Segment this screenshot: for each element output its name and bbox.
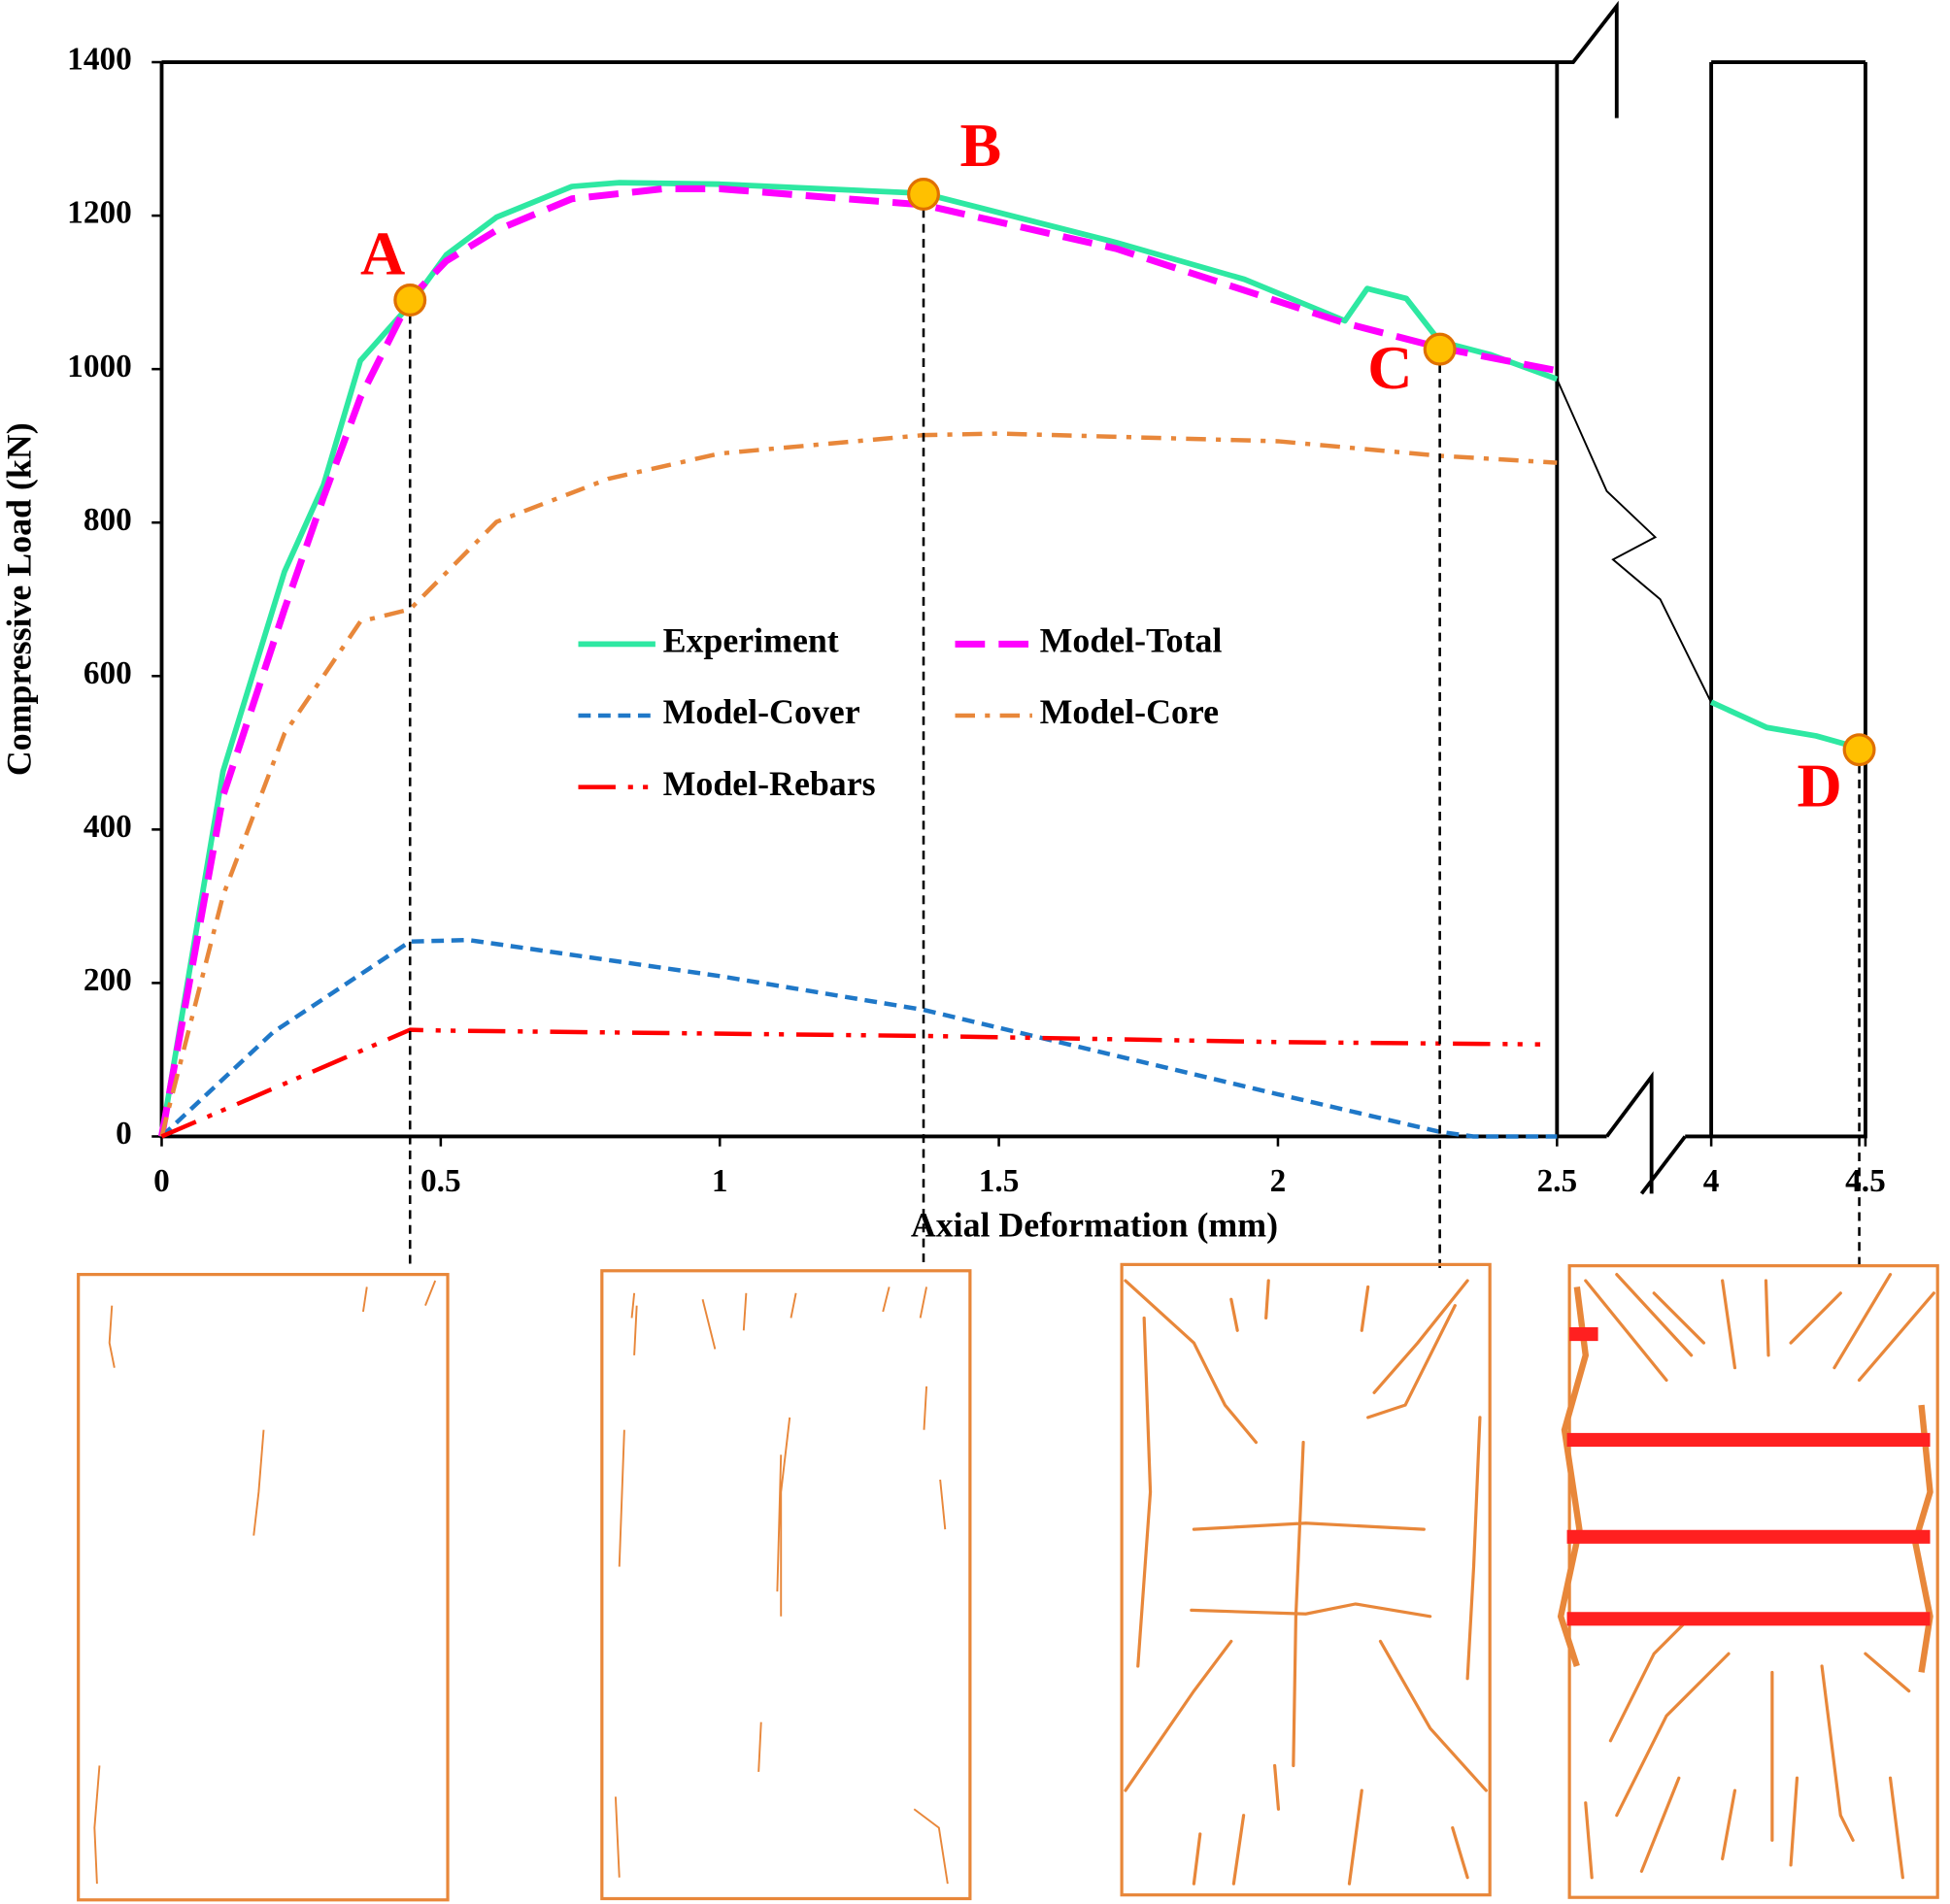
series-line — [158, 184, 1559, 1138]
panel-b — [600, 1269, 972, 1901]
point-label: B — [960, 111, 1002, 180]
series-line — [160, 1027, 1541, 1139]
y-tick-label: 0 — [116, 1116, 132, 1152]
y-tick-label: 1200 — [67, 195, 132, 231]
x-tick-label: 4 — [1703, 1163, 1720, 1199]
key-point — [1842, 733, 1876, 767]
y-tick-label: 400 — [84, 809, 132, 845]
cracks-d — [1584, 1273, 1935, 1880]
series-line — [159, 937, 1558, 1139]
legend-label: Model-Total — [1040, 621, 1223, 660]
break-connector — [1556, 379, 1712, 703]
x-tick-label: 4.5 — [1845, 1163, 1886, 1199]
cracks-c — [1124, 1279, 1488, 1886]
break-mark — [1605, 1071, 1687, 1195]
y-tick-label: 800 — [84, 502, 132, 538]
frame — [159, 0, 1867, 1195]
cracks-a — [93, 1280, 437, 1885]
legend-label: Model-Rebars — [663, 764, 876, 803]
x-tick-label: 2 — [1270, 1163, 1287, 1199]
x-axis-label: Axial Deformation (mm) — [911, 1205, 1278, 1244]
y-axis-label: Compressive Load (kN) — [0, 422, 38, 776]
y-tick-label: 1000 — [67, 349, 132, 384]
legend-label: Experiment — [663, 621, 839, 660]
key-point — [393, 284, 427, 317]
legend-label: Model-Cover — [663, 692, 860, 731]
panel-a — [77, 1273, 450, 1902]
axes — [159, 0, 1867, 1139]
point-label: D — [1797, 751, 1841, 819]
key-point — [907, 177, 940, 211]
panel-c — [1120, 1262, 1492, 1897]
key-point — [1423, 332, 1457, 366]
series-line — [1709, 699, 1866, 752]
x-tick-label: 1.5 — [979, 1163, 1020, 1199]
x-tick-label: 2.5 — [1537, 1163, 1578, 1199]
x-tick-label: 0 — [153, 1163, 170, 1199]
y-tick-label: 600 — [84, 655, 132, 691]
damage-panels — [77, 1262, 1939, 1902]
x-tick-label: 1 — [712, 1163, 728, 1199]
series-line — [159, 431, 1558, 1138]
legend-label: Model-Core — [1040, 692, 1219, 731]
point-label: C — [1367, 333, 1412, 402]
y-tick-label: 200 — [84, 962, 132, 998]
y-tick-label: 1400 — [67, 42, 132, 78]
series-line — [158, 180, 1559, 1137]
point-label: A — [360, 219, 405, 288]
x-tick-label: 0.5 — [420, 1163, 461, 1199]
cracks-b — [614, 1286, 949, 1885]
